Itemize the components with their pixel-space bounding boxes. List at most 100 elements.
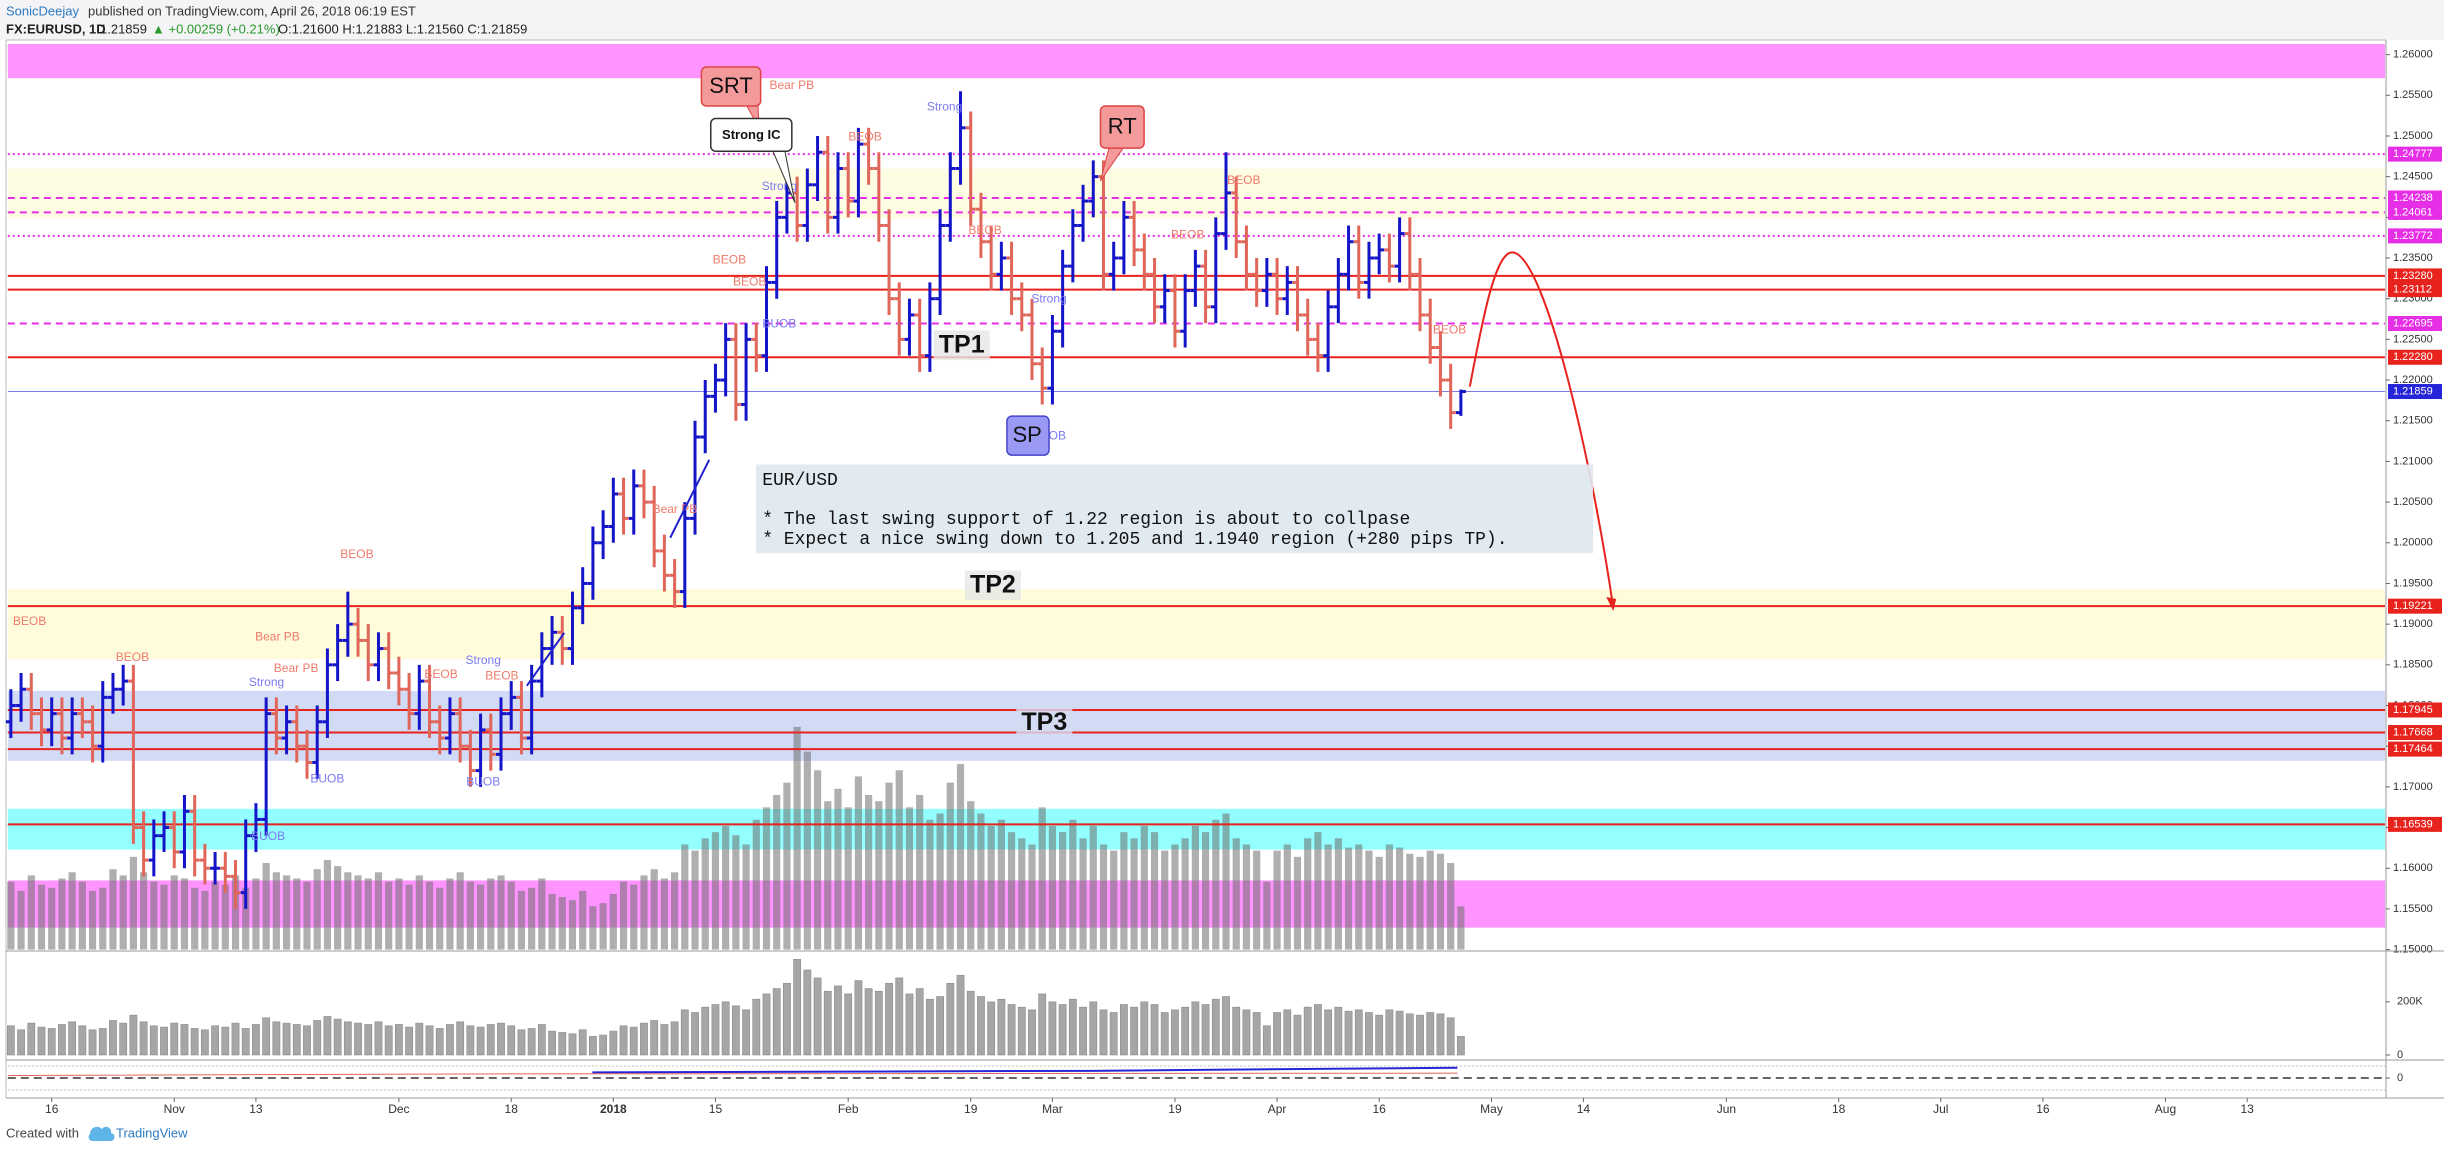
label-bg [933, 330, 990, 361]
level-label: 1.19221 [2393, 600, 2433, 612]
volume-overlay-bar [1059, 832, 1067, 950]
volume-overlay-bar [813, 770, 822, 950]
symbol: FX:EURUSD, 1D [6, 21, 106, 36]
volume-overlay-bar [977, 813, 985, 950]
volume-bar [537, 1024, 546, 1056]
volume-overlay-bar [630, 884, 638, 950]
volume-overlay-bar [895, 770, 903, 950]
x-tick-label: May [1480, 1102, 1503, 1116]
volume-bar [1201, 1004, 1210, 1056]
volume-bar [1017, 1006, 1026, 1056]
volume-overlay-bar [425, 881, 434, 950]
volume-bar [752, 998, 761, 1056]
volume-bar [180, 1024, 189, 1056]
x-tick-label: 16 [45, 1102, 59, 1116]
volume-bar [58, 1024, 66, 1056]
volume-overlay-bar [742, 844, 750, 950]
volume-overlay-bar [1344, 847, 1353, 950]
level-label: 1.22280 [2393, 351, 2433, 363]
y-tick-label: 1.20000 [2393, 537, 2433, 549]
volume-bar [1099, 1009, 1108, 1056]
volume-bar [1048, 1001, 1057, 1056]
volume-bar [701, 1006, 710, 1056]
volume-bar [139, 1021, 148, 1056]
volume-overlay-bar [681, 844, 689, 950]
y-tick-label: 1.22500 [2393, 333, 2433, 345]
signal-label: Strong [927, 100, 962, 114]
volume-bar [936, 996, 944, 1056]
volume-bar [343, 1021, 352, 1056]
volume-overlay-bar [1396, 847, 1404, 950]
volume-bar [599, 1034, 608, 1056]
x-tick-label: Jul [1933, 1102, 1948, 1116]
volume-overlay-bar [599, 903, 607, 950]
header-bar [0, 0, 2444, 40]
level-label: 1.24061 [2393, 206, 2433, 218]
footer-text: Created with [6, 1125, 79, 1140]
volume-overlay-bar [1079, 838, 1087, 950]
y-tick-label: 1.18500 [2393, 659, 2433, 671]
x-tick-label: Dec [388, 1102, 409, 1116]
volume-overlay-bar [711, 832, 720, 950]
volume-overlay-bar [344, 872, 352, 950]
volume-overlay-bar [37, 884, 46, 950]
volume-bar [303, 1025, 311, 1056]
volume-overlay-bar [793, 726, 801, 950]
signal-label: BEOB [848, 129, 881, 143]
volume-overlay-bar [1334, 838, 1342, 950]
volume-overlay-bar [1436, 853, 1445, 950]
volume-bar [844, 993, 853, 1056]
volume-overlay-bar [803, 751, 811, 950]
volume-bar [200, 1029, 209, 1056]
volume-overlay-bar [99, 887, 107, 950]
volume-overlay-bar [272, 872, 280, 950]
footer-brand[interactable]: TradingView [116, 1125, 188, 1140]
volume-overlay-bar [1110, 850, 1118, 950]
volume-bar [98, 1028, 107, 1056]
volume-overlay-bar [1253, 850, 1261, 950]
blue-arrow [526, 632, 566, 687]
volume-overlay-bar [150, 881, 158, 950]
volume-bar [6, 1025, 15, 1056]
note-box [755, 464, 1593, 554]
volume-overlay-bar [1426, 850, 1434, 950]
author[interactable]: SonicDeejay [6, 3, 79, 18]
volume-overlay-bar [497, 875, 505, 950]
volume-bar [1160, 1012, 1169, 1056]
signal-label: BUOB [762, 316, 796, 330]
x-tick-label: 18 [505, 1102, 519, 1116]
volume-overlay-bar [538, 878, 546, 950]
volume-bar [527, 1028, 536, 1056]
volume-overlay-bar [517, 890, 526, 950]
volume-overlay-bar [865, 794, 873, 950]
callout-box [1006, 415, 1050, 456]
volume-bar [977, 996, 985, 1056]
volume-overlay-bar [752, 819, 760, 950]
last-price: 1.21859 [100, 21, 147, 36]
level-label: 1.23280 [2393, 270, 2433, 282]
volume-bar [1456, 1036, 1465, 1056]
brand-icon [88, 1126, 115, 1142]
volume-bar [1130, 1006, 1139, 1056]
volume-overlay-bar [201, 890, 209, 950]
level-label-bg [2388, 146, 2442, 162]
volume-bar [548, 1030, 556, 1056]
volume-overlay-bar [211, 881, 219, 950]
volume-overlay-bar [1222, 813, 1230, 950]
volume-bar [946, 982, 955, 1056]
volume-overlay-bar [956, 764, 965, 950]
volume-bar [1344, 1010, 1353, 1056]
volume-bar [589, 1036, 597, 1056]
volume-bar [1375, 1014, 1384, 1056]
volume-bar [231, 1022, 240, 1056]
signal-label: Strong [249, 675, 284, 689]
x-tick-label: Feb [838, 1102, 859, 1116]
y-tick-label: 1.19000 [2393, 618, 2433, 630]
volume-bar [425, 1025, 434, 1056]
level-label: 1.22695 [2393, 317, 2433, 329]
volume-overlay-bar [354, 875, 362, 950]
volume-overlay-bar [262, 863, 270, 950]
volume-overlay-bar [1375, 856, 1383, 950]
volume-overlay-bar [773, 794, 781, 950]
volume-overlay-bar [875, 801, 883, 950]
